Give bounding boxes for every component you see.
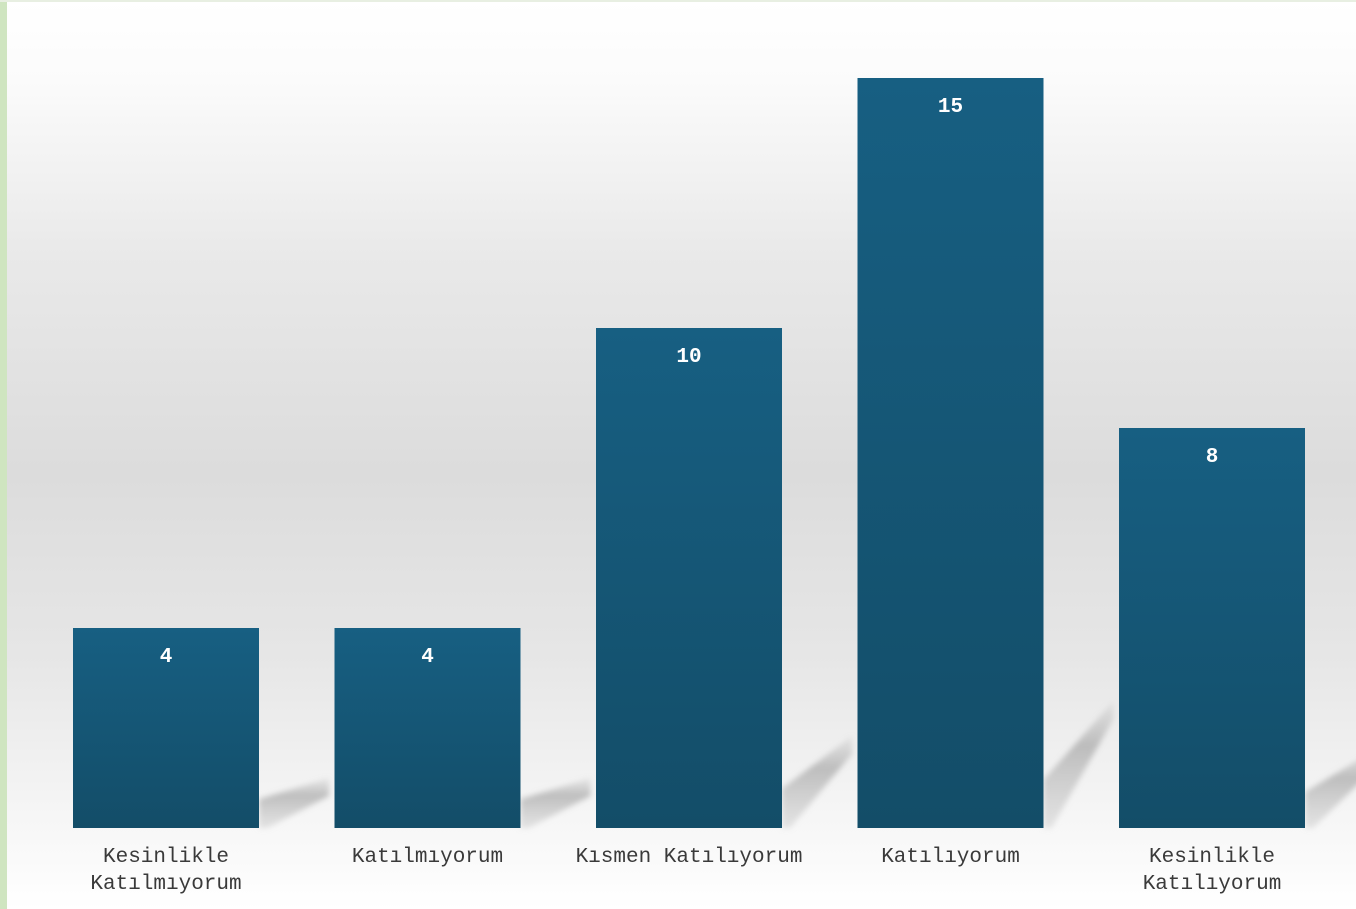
bar-value-label: 10	[676, 346, 701, 369]
frame-top-border	[0, 0, 1356, 2]
bar	[857, 78, 1044, 828]
bar-shadow	[259, 778, 329, 828]
category-label: Kısmen Katılıyorum	[576, 846, 803, 869]
bar	[1119, 428, 1305, 828]
bar-value-label: 4	[160, 646, 173, 669]
bar-value-label: 4	[421, 646, 434, 669]
category-label: Kesinlikle Katılmıyorum	[90, 846, 241, 896]
bar-value-label: 8	[1206, 446, 1219, 469]
bar	[596, 328, 782, 828]
category-labels-group: Kesinlikle Katılmıyorum Katılmıyorum Kısmen…	[90, 846, 1281, 896]
category-label: Katılıyorum	[881, 846, 1020, 869]
bar	[334, 628, 521, 828]
bar-shadow	[1305, 761, 1356, 828]
bar-shadows	[259, 701, 1356, 828]
category-label: Katılmıyorum	[352, 846, 503, 869]
category-label: Kesinlikle Katılıyorum	[1143, 846, 1282, 896]
bar	[73, 628, 259, 828]
bar-shadow	[1043, 701, 1114, 828]
bar-shadow	[520, 778, 591, 828]
bars-group	[73, 78, 1305, 828]
bar-shadow	[782, 736, 852, 828]
frame-left-border	[0, 0, 7, 909]
value-labels-group: 4 4 10 15 8	[160, 96, 1219, 669]
bar-value-label: 15	[938, 96, 963, 119]
